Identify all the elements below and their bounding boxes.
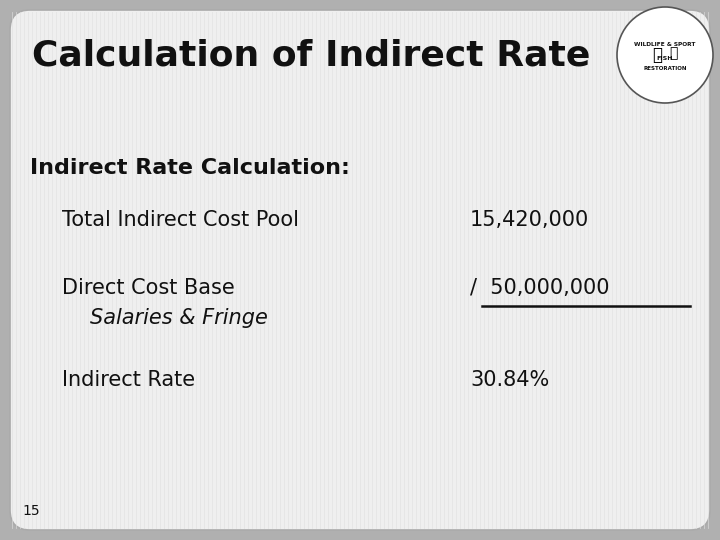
- Text: 15: 15: [22, 504, 40, 518]
- Text: Calculation of Indirect Rate: Calculation of Indirect Rate: [32, 38, 590, 72]
- Text: RESTORATION: RESTORATION: [643, 66, 687, 71]
- Text: Direct Cost Base: Direct Cost Base: [62, 278, 235, 298]
- Text: Total Indirect Cost Pool: Total Indirect Cost Pool: [62, 210, 299, 230]
- Text: Indirect Rate Calculation:: Indirect Rate Calculation:: [30, 158, 350, 178]
- Circle shape: [617, 7, 713, 103]
- Text: 30.84%: 30.84%: [470, 370, 549, 390]
- Text: 🦌: 🦌: [652, 46, 662, 64]
- Text: FISH: FISH: [657, 57, 673, 62]
- Text: /  50,000,000: / 50,000,000: [470, 278, 610, 298]
- Text: Salaries & Fringe: Salaries & Fringe: [90, 308, 268, 328]
- Text: 🐟: 🐟: [669, 46, 678, 60]
- Text: Indirect Rate: Indirect Rate: [62, 370, 195, 390]
- Text: WILDLIFE & SPORT: WILDLIFE & SPORT: [634, 43, 696, 48]
- FancyBboxPatch shape: [10, 10, 710, 530]
- Text: 15,420,000: 15,420,000: [470, 210, 589, 230]
